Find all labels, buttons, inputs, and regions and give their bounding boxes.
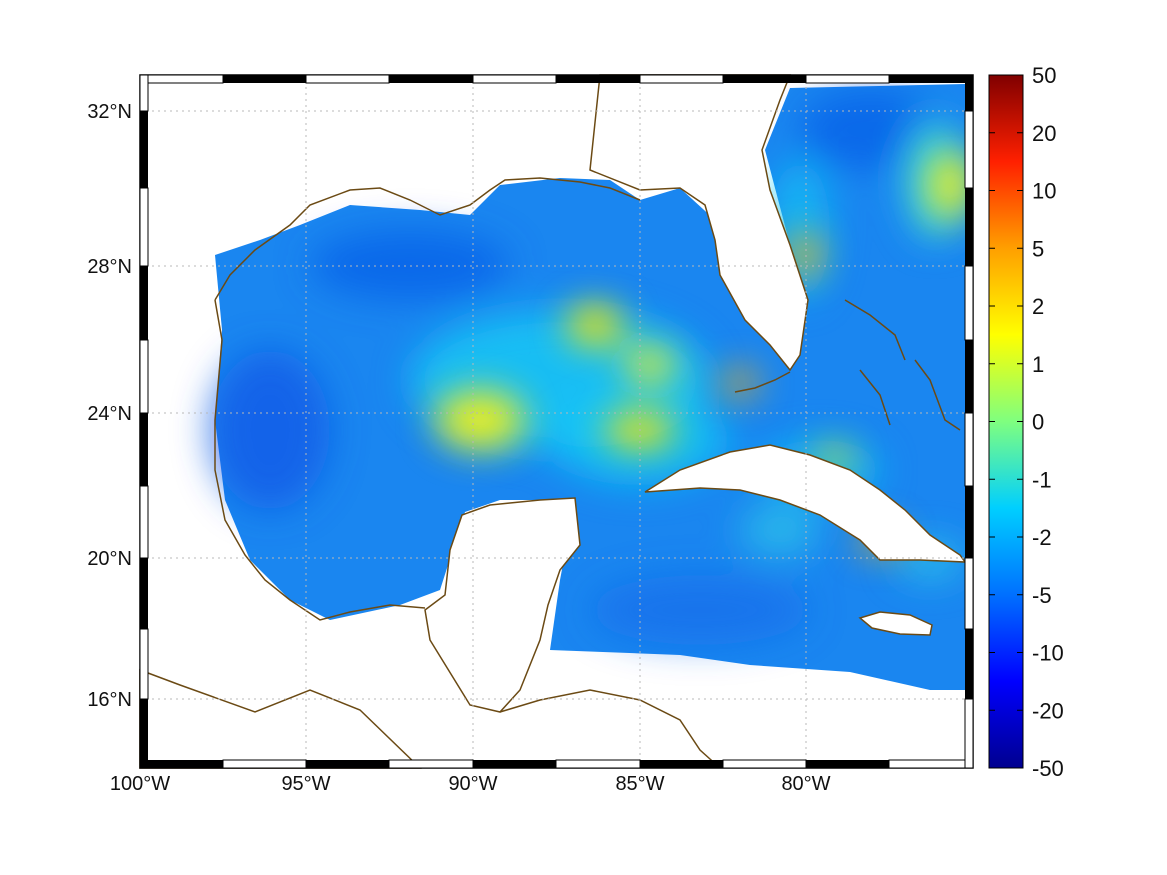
colorbar-tick-label: 10	[1032, 179, 1056, 204]
colorbar-ticks	[989, 74, 1023, 769]
gulf-north-coast	[214, 177, 641, 301]
colorbar-tick-label: -1	[1032, 467, 1052, 492]
colorbar-tick-label: 2	[1032, 294, 1044, 319]
x-tick-label: 95°W	[281, 773, 330, 795]
y-tick-label: 20°N	[87, 548, 132, 570]
x-tick-label: 90°W	[448, 773, 497, 795]
map-frame	[139, 74, 974, 769]
colorbar-tick-label: -10	[1032, 641, 1064, 666]
field-dark-west	[210, 350, 330, 510]
y-tick-label: 16°N	[87, 689, 132, 711]
bahamas-islands	[844, 299, 961, 431]
frame-top	[139, 74, 973, 84]
y-tick-label: 24°N	[87, 403, 132, 425]
frame-left	[139, 74, 149, 768]
x-tick-label: 80°W	[781, 773, 830, 795]
mexico-west-coast	[214, 299, 426, 621]
field-yellow-1	[567, 305, 623, 345]
field-orange-1	[724, 369, 756, 397]
colorbar-tick-label: 20	[1032, 121, 1056, 146]
y-tick-label: 32°N	[87, 101, 132, 123]
field-yellow-3	[435, 390, 525, 450]
colorbar-tick-label: -20	[1032, 698, 1064, 723]
x-tick-label: 100°W	[110, 773, 170, 795]
colorbar-tick-label: 1	[1032, 352, 1044, 377]
coastlines	[214, 177, 791, 621]
frame-bottom	[140, 759, 974, 769]
florida-keys	[734, 371, 791, 393]
ocean-field	[210, 84, 972, 690]
field-dark-north	[310, 230, 510, 300]
colorbar-tick-label: -50	[1032, 756, 1064, 781]
field-dark-south	[590, 575, 810, 645]
land	[139, 74, 967, 769]
colorbar-tick-label: 50	[1032, 63, 1056, 88]
colorbar-tick-label: 5	[1032, 236, 1044, 261]
x-axis-labels: 100°W 95°W 90°W 85°W 80°W	[110, 773, 831, 795]
x-tick-label: 85°W	[615, 773, 664, 795]
field-yellow-2	[625, 347, 675, 383]
colorbar-tick-label: 0	[1032, 410, 1044, 435]
grid	[140, 75, 973, 768]
colorbar-tick-label: -2	[1032, 525, 1052, 550]
jamaica-landmass	[858, 611, 933, 636]
frame-right	[964, 75, 974, 769]
cuba-landmass	[644, 444, 967, 563]
field-cyan-south	[740, 505, 820, 555]
field-dark-atlantic	[800, 90, 940, 170]
y-tick-label: 28°N	[87, 256, 132, 278]
y-axis-labels: 32°N 28°N 24°N 20°N 16°N	[87, 101, 132, 711]
field-yellow-5	[928, 150, 972, 220]
colorbar-tick-label: -5	[1032, 583, 1052, 608]
yucatan-landmass	[424, 497, 581, 713]
